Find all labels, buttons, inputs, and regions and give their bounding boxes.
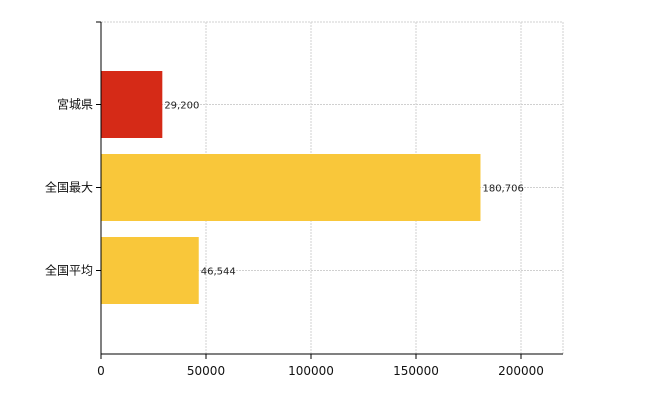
category-label: 宮城県 — [57, 97, 93, 112]
grid-layer — [101, 21, 564, 354]
bar-layer — [101, 71, 481, 304]
bar-1 — [101, 71, 163, 138]
category-label: 全国平均 — [45, 263, 93, 278]
bar-2 — [101, 154, 481, 221]
category-label: 全国最大 — [45, 180, 93, 195]
value-label: 46,544 — [201, 267, 236, 278]
value-label: 180,706 — [482, 184, 523, 195]
x-tick-label: 150000 — [393, 364, 439, 378]
x-tick-label: 100000 — [288, 364, 334, 378]
x-tick-label: 50000 — [187, 364, 225, 378]
x-tick-label: 0 — [97, 364, 105, 378]
value-label: 29,200 — [164, 101, 199, 112]
bar-3 — [101, 237, 199, 304]
x-tick-label: 200000 — [498, 364, 544, 378]
axis-layer — [96, 21, 563, 359]
label-layer: 宮城県 29,200 全国最大 180,706 全国平均 46,544 0 50000 1000… — [45, 97, 544, 379]
